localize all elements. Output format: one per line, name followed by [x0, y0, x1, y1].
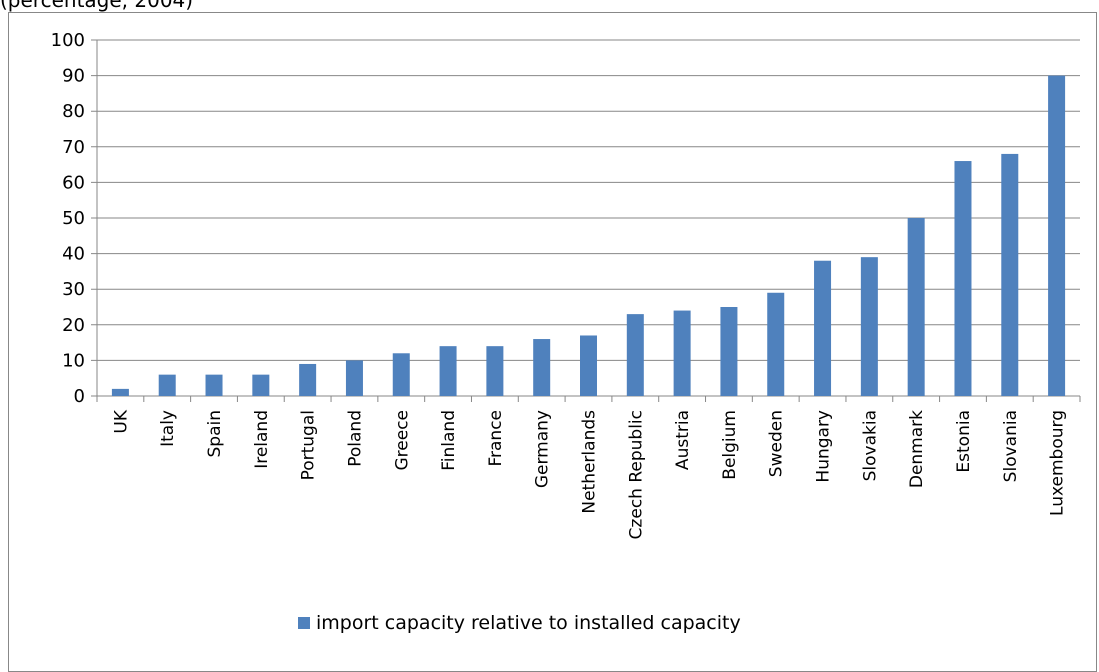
x-tick-label: Belgium: [720, 410, 740, 480]
bar-finland: [439, 346, 457, 396]
x-tick-label: Hungary: [814, 410, 834, 483]
x-tick-label: Slovakia: [860, 410, 880, 481]
x-tick-label: Estonia: [954, 410, 974, 473]
bar-france: [486, 346, 504, 396]
x-tick-label: Luxembourg: [1048, 410, 1068, 516]
y-tick-label: 40: [62, 244, 85, 265]
bar-denmark: [907, 218, 925, 396]
bar-sweden: [767, 292, 785, 396]
x-tick-label: Portugal: [299, 410, 319, 480]
bar-chart: 0 10 20 30 40 50 60 70 80 90 100 UK Italy Spain Irela…: [51, 30, 1081, 539]
bar-spain: [205, 374, 223, 396]
x-tick-label: Italy: [158, 410, 178, 447]
legend: import capacity relative to installed ca…: [298, 612, 741, 634]
x-tick-label: Denmark: [907, 410, 927, 488]
bar-germany: [533, 339, 551, 396]
x-tick-label: France: [486, 410, 506, 467]
y-tick-label: 20: [62, 315, 85, 336]
bar-greece: [392, 353, 410, 396]
x-tick-label: Czech Republic: [626, 410, 646, 539]
x-tick-label: Germany: [533, 410, 553, 488]
x-tick-label: Poland: [345, 410, 365, 467]
bar-czech-republic: [626, 314, 644, 396]
legend-swatch: [298, 617, 310, 629]
x-tick-label: Spain: [205, 410, 225, 458]
x-tick-label: Sweden: [767, 410, 787, 477]
x-tick-label: Greece: [392, 410, 412, 471]
x-axis-ticks: UK Italy Spain Ireland Portugal Poland Greece F…: [111, 409, 1067, 539]
x-tick-label: Austria: [673, 410, 693, 470]
bar-italy: [158, 374, 176, 396]
y-tick-label: 100: [51, 30, 85, 51]
legend-label: import capacity relative to installed ca…: [316, 612, 741, 634]
bar-portugal: [299, 363, 317, 396]
x-tick-label: Ireland: [252, 410, 272, 469]
bar-luxembourg: [1048, 75, 1066, 396]
bars: [111, 75, 1066, 396]
x-tick-label: Netherlands: [580, 410, 600, 514]
y-axis-ticks: 0 10 20 30 40 50 60 70 80 90 100: [51, 30, 85, 407]
bar-poland: [345, 360, 363, 396]
x-tick-label: Finland: [439, 410, 459, 471]
bar-ireland: [252, 374, 270, 396]
y-tick-label: 90: [62, 66, 85, 87]
y-tick-label: 0: [74, 386, 85, 407]
y-tick-label: 70: [62, 137, 85, 158]
y-tick-label: 30: [62, 279, 85, 300]
bar-uk: [111, 388, 129, 396]
bar-slovania: [1001, 153, 1019, 396]
y-tick-label: 10: [62, 350, 85, 371]
y-tick-label: 80: [62, 101, 85, 122]
bar-netherlands: [580, 335, 597, 396]
bar-slovakia: [860, 257, 878, 396]
bar-hungary: [814, 260, 832, 396]
y-tick-label: 60: [62, 172, 85, 193]
x-tick-label: Slovania: [1001, 410, 1021, 482]
y-tick-label: 50: [62, 208, 85, 229]
bar-estonia: [954, 161, 972, 396]
bar-austria: [673, 310, 691, 396]
chart-caption: (percentage, 2004): [0, 0, 194, 12]
x-tick-label: UK: [111, 409, 131, 433]
bar-belgium: [720, 307, 738, 396]
